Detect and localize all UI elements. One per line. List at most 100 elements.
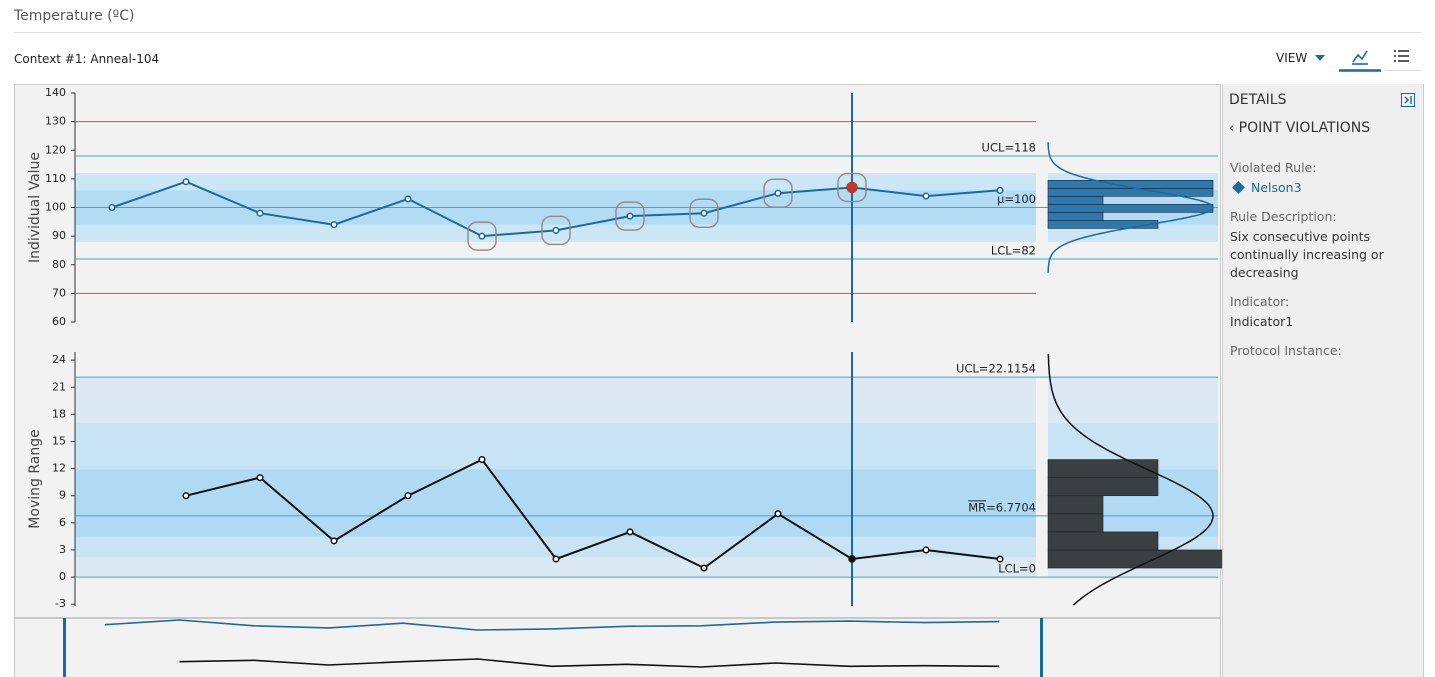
view-caret[interactable]: [1315, 55, 1325, 61]
histogram-bar: [1047, 495, 1104, 515]
y-tick-label: 18: [52, 407, 66, 420]
y-axis-label: Moving Range: [27, 429, 43, 528]
y-tick-label: 3: [59, 543, 66, 556]
navigator-handle[interactable]: [1040, 618, 1043, 677]
histogram-bar: [1047, 531, 1159, 551]
data-point: [996, 186, 1004, 194]
page-title: Temperature (ºC): [14, 8, 135, 24]
y-axis-label: Individual Value: [27, 152, 43, 263]
data-point: [478, 232, 486, 240]
y-tick-label: 15: [52, 434, 66, 447]
violation-marker: [615, 201, 645, 231]
normal-curve: [1047, 142, 1214, 273]
histogram-bar: [1047, 188, 1214, 197]
data-point: [846, 181, 858, 194]
data-point: [256, 209, 264, 217]
violation-marker: [541, 215, 571, 246]
y-tick-label: 12: [52, 462, 66, 475]
navigator-line: [104, 619, 1000, 631]
normal-curve: [1047, 354, 1214, 606]
y-tick-label: 100: [45, 201, 66, 214]
control-label: LCL=0: [998, 562, 1036, 576]
collapse-button[interactable]: [1401, 93, 1415, 107]
chart-view-button[interactable]: [1339, 50, 1381, 72]
field-text: Indicator1: [1230, 314, 1294, 329]
field-text: Nelson3: [1251, 180, 1302, 195]
field-label: Rule Description:: [1230, 209, 1337, 224]
data-point: [404, 492, 412, 500]
divider: [14, 32, 1421, 33]
details-panel: DETAILS ‹ POINT VIOLATIONS Violated Rule…: [1222, 84, 1424, 677]
violation-marker: [467, 221, 497, 251]
field-value: Six consecutive points continually incre…: [1230, 228, 1410, 282]
field-value: Indicator1: [1230, 313, 1410, 331]
y-tick-label: 130: [45, 115, 66, 128]
histogram-bar: [1047, 204, 1214, 213]
histogram-bar: [1047, 180, 1214, 189]
data-point: [626, 212, 634, 220]
control-label: UCL=22.1154: [956, 362, 1036, 376]
histogram-bar: [1047, 459, 1159, 478]
y-tick-label: 90: [52, 229, 66, 242]
data-point: [700, 564, 708, 572]
y-tick-label: 60: [52, 315, 66, 328]
navigator-handle[interactable]: [63, 618, 66, 677]
histogram-bar: [1047, 212, 1104, 221]
data-point: [182, 492, 190, 500]
rule-link[interactable]: Nelson3: [1230, 179, 1410, 197]
control-label: UCL=118: [982, 140, 1036, 154]
control-zone: [75, 469, 1036, 537]
data-point: [330, 537, 338, 545]
context-label: Context #1: Anneal-104: [14, 52, 160, 66]
data-point: [552, 226, 560, 234]
y-tick-label: 140: [45, 86, 66, 99]
navigator-line: [179, 658, 1000, 668]
view-menu[interactable]: VIEW: [1276, 51, 1308, 65]
data-point: [182, 178, 190, 186]
navigator-panel: [14, 618, 1221, 677]
y-tick-label: 9: [59, 489, 66, 502]
data-point: [700, 209, 708, 217]
y-tick-label: 110: [45, 172, 66, 185]
data-point: [256, 474, 264, 482]
control-label: LCL=82: [991, 244, 1036, 258]
section-title: POINT VIOLATIONS: [1238, 120, 1371, 136]
data-point: [478, 456, 486, 464]
data-point: [774, 510, 782, 518]
field-label: Violated Rule:: [1230, 160, 1317, 175]
y-tick-label: 24: [52, 353, 66, 366]
violation-marker: [689, 198, 719, 228]
field-label: Protocol Instance:: [1230, 343, 1342, 358]
y-tick-label: 21: [52, 380, 66, 393]
histogram-bar: [1047, 220, 1159, 229]
histogram-bar: [1047, 477, 1159, 497]
field-label: Indicator:: [1230, 294, 1290, 309]
list-view-button[interactable]: [1394, 50, 1409, 62]
y-tick-label: 120: [45, 143, 66, 156]
y-tick-label: -3: [55, 597, 66, 610]
violation-marker: [837, 172, 867, 203]
y-tick-label: 80: [52, 258, 66, 271]
histogram-bar: [1047, 513, 1104, 533]
control-label: MR=6.7704: [968, 500, 1036, 514]
y-tick-label: 6: [59, 516, 66, 529]
data-point: [330, 221, 338, 229]
data-point: [552, 555, 560, 563]
data-point: [848, 555, 856, 563]
data-point: [108, 203, 116, 212]
data-point: [922, 546, 930, 554]
violation-marker: [763, 178, 793, 208]
histogram-bar: [1047, 196, 1104, 205]
data-point: [404, 195, 412, 203]
field-text: Six consecutive points continually incre…: [1230, 229, 1384, 280]
details-title: DETAILS: [1229, 92, 1287, 108]
data-point: [626, 528, 634, 536]
data-point: [996, 555, 1004, 563]
y-tick-label: 0: [59, 570, 66, 583]
back-link[interactable]: ‹ POINT VIOLATIONS: [1229, 120, 1371, 136]
series-line: [185, 458, 1001, 570]
control-label: μ=100: [997, 192, 1036, 206]
data-point: [774, 189, 782, 197]
